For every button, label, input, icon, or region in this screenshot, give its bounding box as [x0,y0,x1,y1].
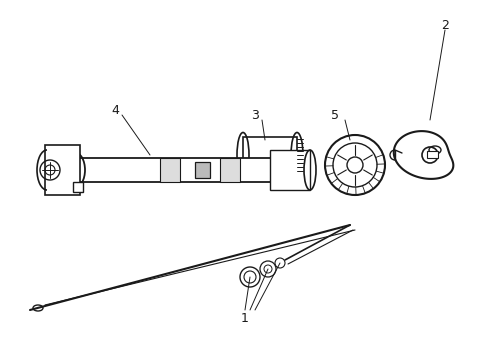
Text: 1: 1 [241,311,249,324]
Text: 5: 5 [331,108,339,122]
Text: 2: 2 [441,18,449,32]
Polygon shape [220,158,240,182]
Polygon shape [73,182,83,192]
Polygon shape [427,151,438,158]
Polygon shape [45,145,80,195]
Polygon shape [195,162,210,178]
Polygon shape [243,137,297,173]
Polygon shape [75,158,300,182]
Polygon shape [160,158,180,182]
Polygon shape [270,150,310,190]
Text: 3: 3 [251,108,259,122]
Polygon shape [394,131,453,179]
Text: 4: 4 [111,104,119,117]
